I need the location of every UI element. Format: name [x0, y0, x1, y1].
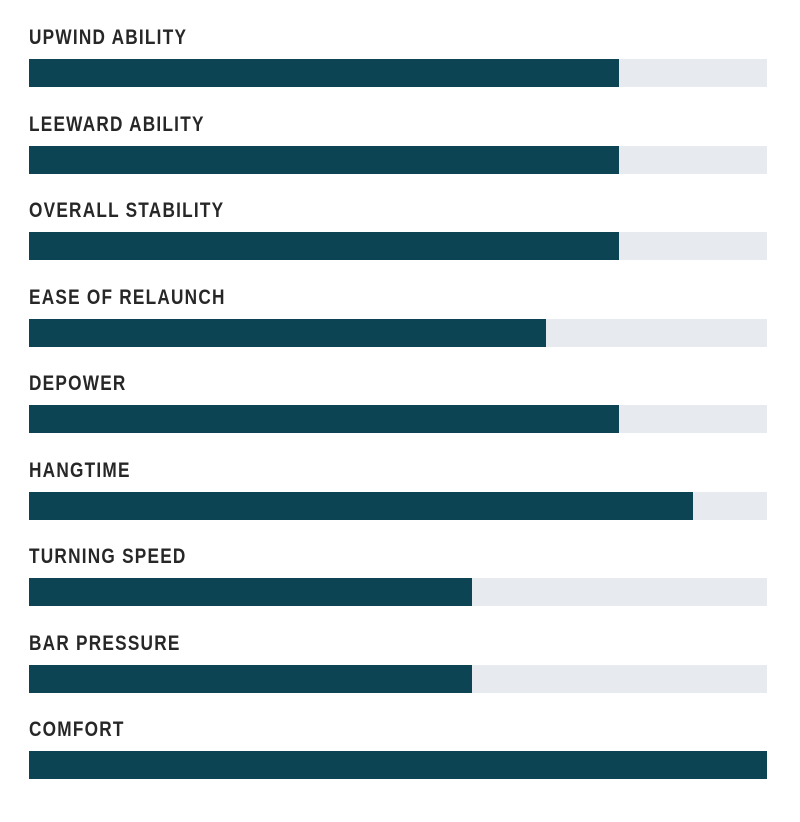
bar-fill — [29, 232, 620, 260]
bar-fill — [29, 405, 620, 433]
rating-row: DEPOWER — [29, 372, 767, 459]
bar-label-text: EASE OF RELAUNCH — [29, 285, 226, 309]
bar-track — [29, 59, 767, 87]
bar-label: EASE OF RELAUNCH — [29, 286, 767, 310]
bar-track — [29, 318, 767, 347]
bar-track — [29, 664, 767, 693]
rating-row: UPWIND ABILITY — [29, 26, 767, 113]
bar-track — [29, 751, 767, 779]
bar-fill — [29, 491, 694, 520]
rating-row: LEEWARD ABILITY — [29, 113, 767, 200]
bar-fill — [29, 751, 767, 779]
performance-rating-chart: UPWIND ABILITY LEEWARD ABILITY OVERALL S… — [29, 26, 767, 805]
rating-row: EASE OF RELAUNCH — [29, 286, 767, 373]
bar-label-text: DEPOWER — [29, 372, 127, 395]
bar-label: DEPOWER — [29, 372, 767, 396]
bar-track — [29, 578, 767, 606]
bar-fill — [29, 664, 472, 693]
bar-label-text: UPWIND ABILITY — [29, 26, 188, 49]
bar-label-text: BAR PRESSURE — [29, 631, 181, 655]
bar-fill — [29, 318, 546, 347]
rating-row: OVERALL STABILITY — [29, 199, 767, 286]
bar-label-text: HANGTIME — [29, 458, 131, 482]
bar-fill — [29, 578, 472, 606]
bar-label: COMFORT — [29, 718, 767, 742]
rating-row: COMFORT — [29, 718, 767, 805]
bar-label-text: COMFORT — [29, 718, 125, 741]
bar-fill — [29, 145, 620, 174]
bar-label-text: LEEWARD ABILITY — [29, 112, 205, 136]
bar-label: TURNING SPEED — [29, 545, 767, 569]
bar-track — [29, 232, 767, 260]
bar-fill — [29, 59, 620, 87]
bar-label: UPWIND ABILITY — [29, 26, 767, 50]
bar-track — [29, 405, 767, 433]
bar-label: LEEWARD ABILITY — [29, 113, 767, 137]
bar-label-text: TURNING SPEED — [29, 545, 187, 568]
rating-row: TURNING SPEED — [29, 545, 767, 632]
bar-label: OVERALL STABILITY — [29, 199, 767, 223]
rating-row: BAR PRESSURE — [29, 632, 767, 719]
bar-track — [29, 145, 767, 174]
bar-label: HANGTIME — [29, 459, 767, 483]
rating-row: HANGTIME — [29, 459, 767, 546]
bar-label-text: OVERALL STABILITY — [29, 199, 225, 222]
bar-label: BAR PRESSURE — [29, 632, 767, 656]
bar-track — [29, 491, 767, 520]
